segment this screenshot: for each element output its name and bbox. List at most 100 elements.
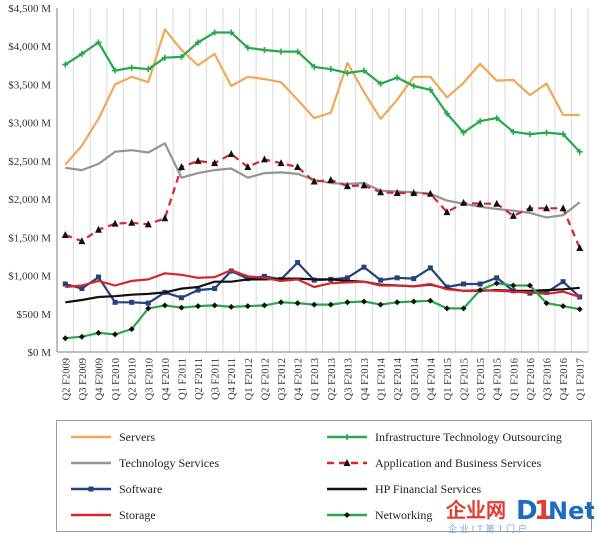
data-point xyxy=(343,182,351,190)
x-tick-label: Q1 F2014 xyxy=(377,357,388,400)
x-tick-label: Q3 F2014 xyxy=(410,357,421,400)
data-point xyxy=(344,275,350,281)
data-point xyxy=(576,148,583,155)
data-point xyxy=(161,214,169,222)
data-point xyxy=(411,276,417,282)
data-point xyxy=(410,82,417,89)
legend-item-technology-services: Technology Services xyxy=(69,453,219,473)
x-axis-tick-labels: Q2 F2009 Q3 F2009 Q4 F2009 Q1 F2010 Q2 F2010… xyxy=(61,357,586,400)
x-tick-label: Q1 F2015 xyxy=(443,358,454,400)
legend-label: Networking xyxy=(375,507,433,522)
y-tick-label: $2,500 M xyxy=(8,156,51,168)
data-point xyxy=(410,188,418,196)
data-point xyxy=(195,303,202,310)
legend-marker xyxy=(344,434,350,440)
data-point xyxy=(377,188,385,196)
data-point xyxy=(327,66,334,73)
x-tick-label: Q3 F2011 xyxy=(211,358,222,400)
y-tick-label: $4,000 M xyxy=(8,41,51,53)
data-point xyxy=(228,303,235,310)
y-tick-label: $500 M xyxy=(16,309,51,321)
x-tick-label: Q3 F2013 xyxy=(343,358,354,400)
data-point xyxy=(212,286,218,292)
data-point xyxy=(95,329,102,336)
x-tick-label: Q3 F2016 xyxy=(543,358,554,400)
legend-item-application-and-business-services: Application and Business Services xyxy=(325,453,541,473)
data-point xyxy=(560,303,567,310)
data-point xyxy=(461,281,467,287)
x-tick-label: Q2 F2009 xyxy=(61,358,72,400)
data-point xyxy=(427,265,433,271)
data-point xyxy=(228,29,235,36)
svg-text:企 业 I T 第 1 门 户: 企 业 I T 第 1 门 户 xyxy=(448,523,527,535)
data-point xyxy=(477,118,484,125)
legend-item-storage: Storage xyxy=(69,505,156,525)
series-servers xyxy=(64,28,580,166)
legend-swatch xyxy=(327,459,367,466)
x-tick-label: Q4 F2010 xyxy=(161,358,172,400)
data-point xyxy=(444,284,450,290)
data-point xyxy=(509,211,517,219)
series-line-networking xyxy=(65,282,580,340)
data-point xyxy=(378,277,384,283)
data-point xyxy=(460,198,468,206)
x-tick-label: Q2 F2011 xyxy=(194,358,205,400)
data-point xyxy=(477,287,484,294)
data-point xyxy=(195,287,201,293)
data-point xyxy=(145,305,152,312)
legend-item-infrastructure-technology-outsourcing: Infrastructure Technology Outsourcing xyxy=(325,427,562,447)
data-point xyxy=(327,301,334,308)
legend-item-hp-financial-services: HP Financial Services xyxy=(325,479,481,499)
x-tick-label: Q2 F2010 xyxy=(128,358,139,400)
legend-label: Software xyxy=(119,481,163,496)
data-point xyxy=(427,86,434,93)
y-tick-label: $1,000 M xyxy=(8,271,51,283)
x-tick-label: Q2 F2014 xyxy=(393,357,404,400)
x-tick-label: Q1 F2013 xyxy=(310,358,321,400)
legend-label: HP Financial Services xyxy=(375,481,482,496)
data-point xyxy=(426,189,434,197)
data-point xyxy=(244,163,252,171)
data-point xyxy=(112,67,119,74)
data-point xyxy=(377,80,384,87)
data-point xyxy=(79,286,85,292)
data-point xyxy=(61,231,69,239)
data-point xyxy=(543,129,550,136)
series-lines xyxy=(61,28,584,342)
data-point xyxy=(95,39,102,46)
data-point xyxy=(161,54,168,61)
data-point xyxy=(128,218,136,226)
x-tick-label: Q2 F2016 xyxy=(526,358,537,400)
data-point xyxy=(427,297,434,304)
data-point xyxy=(260,155,268,163)
x-tick-label: Q4 F2013 xyxy=(360,358,371,400)
data-point xyxy=(227,150,235,158)
axes xyxy=(56,8,588,353)
data-point xyxy=(576,306,583,313)
x-tick-label: Q3 F2015 xyxy=(476,358,487,400)
data-point xyxy=(327,176,335,183)
data-point xyxy=(493,115,500,122)
data-point xyxy=(560,131,567,138)
x-tick-label: Q4 F2015 xyxy=(493,358,504,400)
series-networking xyxy=(62,280,583,342)
data-point xyxy=(460,129,467,136)
legend-swatch xyxy=(71,486,111,492)
legend-swatch xyxy=(71,435,111,439)
data-point xyxy=(211,302,218,309)
data-point xyxy=(195,39,202,46)
data-point xyxy=(560,279,566,285)
data-point xyxy=(543,204,551,212)
data-point xyxy=(261,47,268,54)
data-point xyxy=(211,159,219,167)
legend-marker xyxy=(343,459,351,466)
data-point xyxy=(128,326,135,333)
x-tick-label: Q4 F2016 xyxy=(559,358,570,400)
vertical-gridlines xyxy=(56,8,589,352)
x-tick-label: Q4 F2014 xyxy=(426,357,437,400)
legend-marker xyxy=(88,486,94,492)
data-point xyxy=(493,280,500,287)
y-tick-label: $1,500 M xyxy=(8,232,51,244)
data-point xyxy=(510,282,517,289)
legend-label: Storage xyxy=(119,507,156,522)
